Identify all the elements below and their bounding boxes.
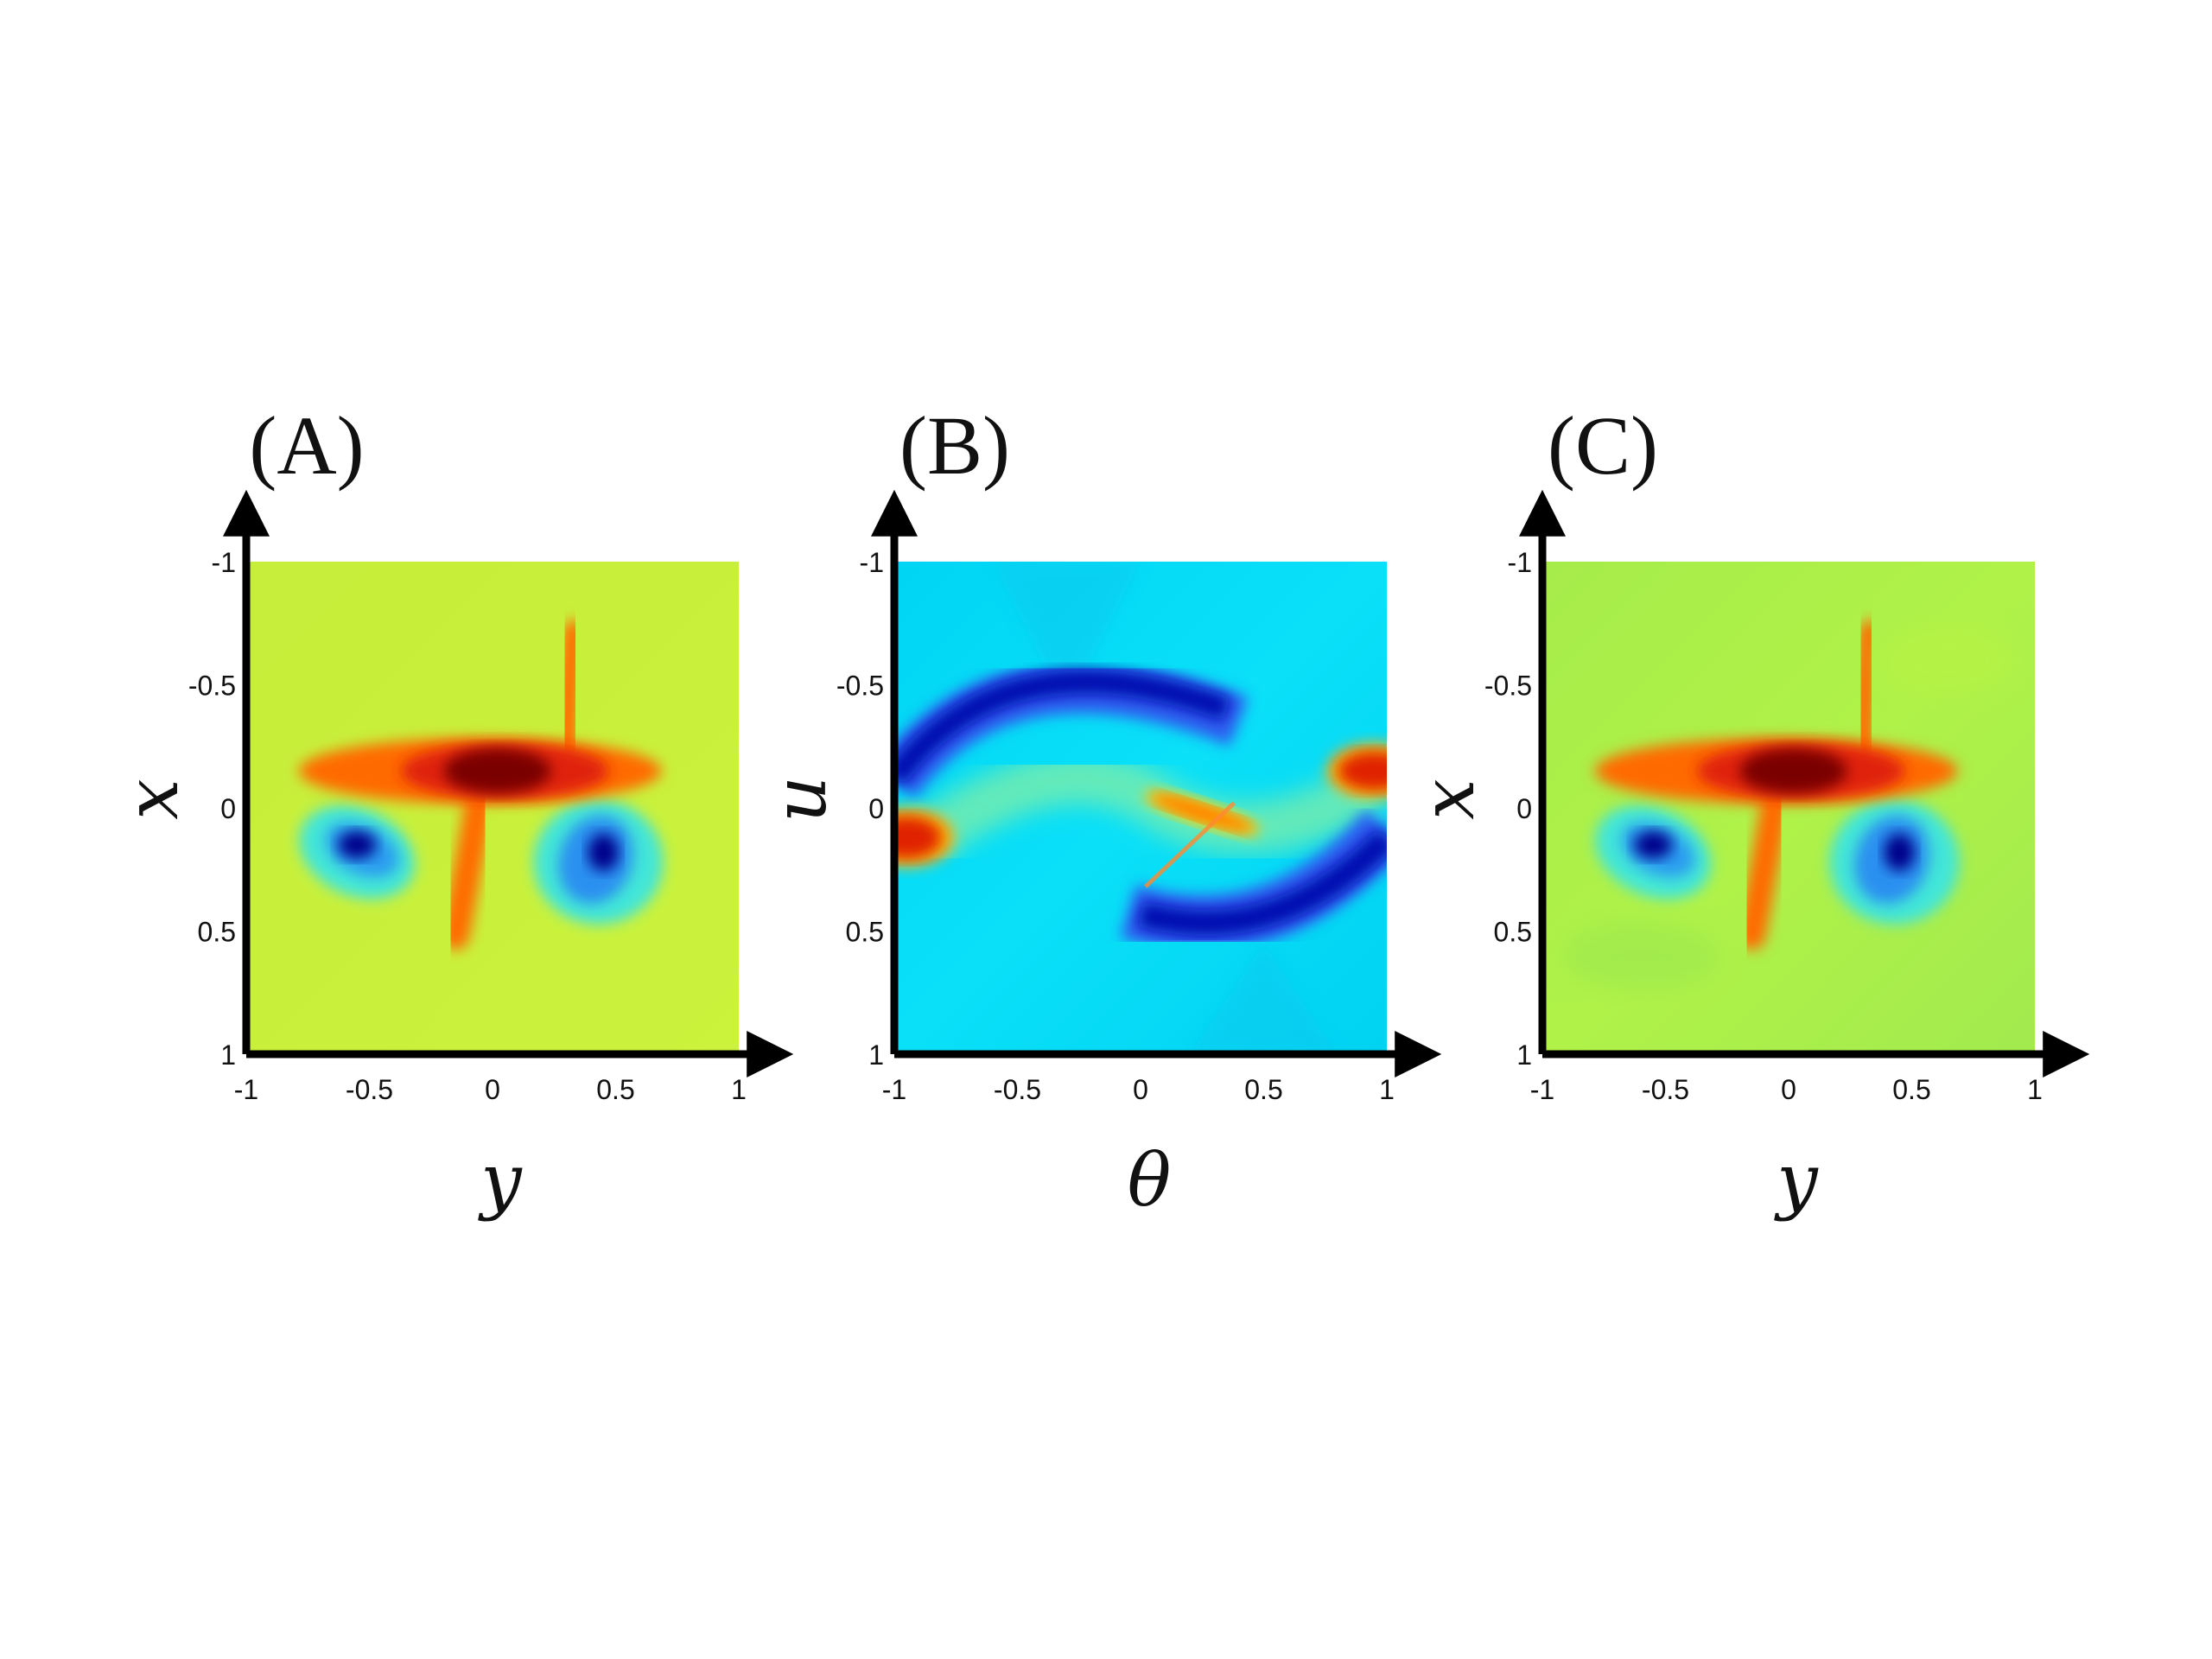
min-core — [1884, 833, 1916, 872]
y-tick-label: -0.5 — [188, 671, 236, 702]
x-axis-title: y — [1773, 1138, 1819, 1223]
x-tick-label: 0 — [485, 1074, 500, 1105]
max-blob — [894, 817, 942, 859]
x-tick-label: 1 — [1379, 1074, 1395, 1105]
heatmap-field — [1542, 562, 2035, 1054]
x-tick-label: 1 — [2027, 1074, 2043, 1105]
y-tick-label: -1 — [1508, 547, 1532, 578]
y-axis-title: x — [110, 779, 194, 819]
heatmap-field — [246, 562, 739, 1054]
x-tick-label: -0.5 — [346, 1074, 393, 1105]
panel-label: (A) — [249, 399, 364, 492]
y-tick-label: 0.5 — [1494, 917, 1532, 948]
min-core — [338, 830, 377, 859]
y-tick-label: 0 — [220, 793, 236, 824]
x-tick-label: -0.5 — [994, 1074, 1041, 1105]
max-blob — [1338, 752, 1387, 791]
max-core — [443, 748, 551, 794]
y-axis-title: x — [1406, 779, 1491, 819]
y-tick-label: 0.5 — [198, 917, 236, 948]
min-core — [588, 833, 620, 872]
noise-patch — [1879, 626, 2018, 695]
x-tick-label: 0.5 — [1244, 1074, 1282, 1105]
x-tick-label: 0 — [1781, 1074, 1796, 1105]
x-tick-label: 0.5 — [596, 1074, 634, 1105]
y-axis-title: u — [758, 776, 842, 823]
x-tick-label: 0.5 — [1892, 1074, 1930, 1105]
y-tick-label: 1 — [1516, 1039, 1532, 1071]
x-tick-label: -1 — [1530, 1074, 1554, 1105]
x-tick-label: -0.5 — [1642, 1074, 1689, 1105]
y-tick-label: 1 — [220, 1039, 236, 1071]
x-tick-label: -1 — [234, 1074, 258, 1105]
panel-label: (B) — [899, 399, 1010, 492]
panel-label: (C) — [1548, 399, 1658, 492]
streak — [993, 562, 1141, 709]
y-tick-label: 0 — [868, 793, 884, 824]
heatmap-field — [894, 562, 1387, 1054]
min-core — [1634, 830, 1673, 859]
x-tick-label: -1 — [882, 1074, 906, 1105]
y-tick-label: -1 — [212, 547, 236, 578]
min-arc — [894, 670, 1231, 786]
y-tick-label: -0.5 — [836, 671, 884, 702]
diagonal-streak — [1143, 801, 1236, 889]
max-core — [1739, 748, 1847, 794]
y-tick-label: 1 — [868, 1039, 884, 1071]
x-axis-title: y — [477, 1138, 523, 1223]
x-axis-title: θ — [1128, 1138, 1172, 1223]
y-tick-label: -0.5 — [1484, 671, 1532, 702]
y-tick-label: 0.5 — [846, 917, 884, 948]
heatmap-background — [246, 562, 739, 1054]
y-tick-label: -1 — [860, 547, 884, 578]
lower-arm — [1738, 781, 1790, 950]
x-tick-label: 0 — [1133, 1074, 1148, 1105]
x-tick-label: 1 — [731, 1074, 747, 1105]
mid-streak — [1151, 794, 1254, 831]
lower-arm — [442, 781, 494, 950]
y-tick-label: 0 — [1516, 793, 1532, 824]
min-arc — [1137, 828, 1387, 937]
noise-patch — [1563, 921, 1719, 990]
streak — [1190, 943, 1338, 1054]
